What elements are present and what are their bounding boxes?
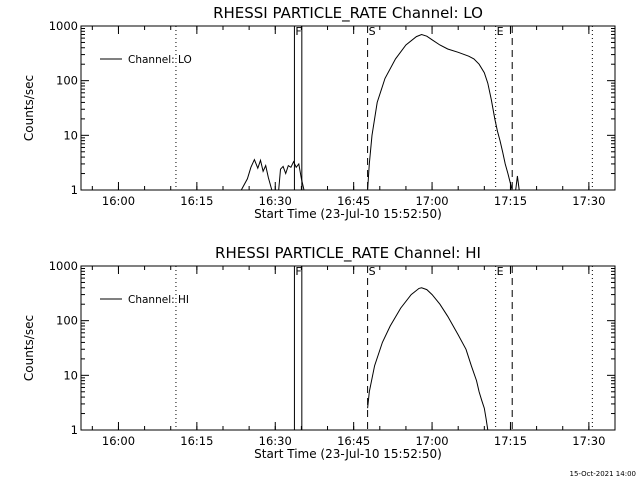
x-tick-label: 16:30 (259, 434, 292, 448)
chart-panel-2: RHESSI PARTICLE_RATE Channel: HI 1 10 100 10… (22, 244, 616, 461)
series-line-channel-hi-seg-1 (367, 287, 489, 431)
x-tick-label: 17:30 (572, 434, 605, 448)
y-tick-label: 100 (56, 74, 78, 88)
plot-frame (80, 265, 616, 431)
x-tick-label: 16:45 (337, 194, 370, 208)
x-tick-label: 17:30 (572, 194, 605, 208)
y-tick-label: 10 (63, 368, 78, 382)
legend-entry: Channel: LO (128, 54, 192, 66)
legend-entry: Channel: HI (128, 294, 189, 306)
y-tick-label: 1000 (49, 19, 78, 33)
x-tick-label: 16:30 (259, 194, 292, 208)
series-line-channel-lo-seg-4 (515, 175, 520, 191)
plot-frame (80, 25, 616, 191)
y-tick-label: 10 (63, 128, 78, 142)
series-line-channel-lo-seg-3 (367, 33, 513, 191)
footer-timestamp: 15-Oct-2021 14:00 (570, 470, 636, 478)
y-tick-label: 100 (56, 314, 78, 328)
chart-title: RHESSI PARTICLE_RATE Channel: HI (215, 244, 481, 263)
marker-label-e: E (497, 265, 504, 278)
chart-panel-1: RHESSI PARTICLE_RATE Channel: LO 1 10 100 10… (22, 4, 616, 221)
x-tick-label: 16:15 (180, 434, 213, 448)
y-axis-label: Counts/sec (22, 75, 36, 141)
marker-label-f: F (295, 25, 301, 38)
chart-title: RHESSI PARTICLE_RATE Channel: LO (213, 4, 483, 23)
x-tick-label: 16:15 (180, 194, 213, 208)
x-tick-label: 16:45 (337, 434, 370, 448)
y-axis-label: Counts/sec (22, 315, 36, 381)
x-axis-label: Start Time (23-Jul-10 15:52:50) (254, 207, 442, 221)
x-tick-label: 16:00 (102, 194, 135, 208)
series-line-channel-lo-seg-1 (240, 158, 273, 191)
marker-label-e: E (497, 25, 504, 38)
x-tick-label: 17:00 (415, 194, 448, 208)
x-tick-label: 17:15 (494, 194, 527, 208)
marker-label-s: S (369, 25, 376, 38)
x-tick-label: 16:00 (102, 434, 135, 448)
y-tick-label: 1 (71, 423, 78, 437)
y-tick-label: 1000 (49, 259, 78, 273)
marker-label-f: F (295, 265, 301, 278)
y-tick-label: 1 (71, 183, 78, 197)
x-tick-label: 17:00 (415, 434, 448, 448)
marker-label-s: S (369, 265, 376, 278)
series-line-channel-lo-seg-2 (278, 160, 305, 191)
x-axis-label: Start Time (23-Jul-10 15:52:50) (254, 447, 442, 461)
x-tick-label: 17:15 (494, 434, 527, 448)
